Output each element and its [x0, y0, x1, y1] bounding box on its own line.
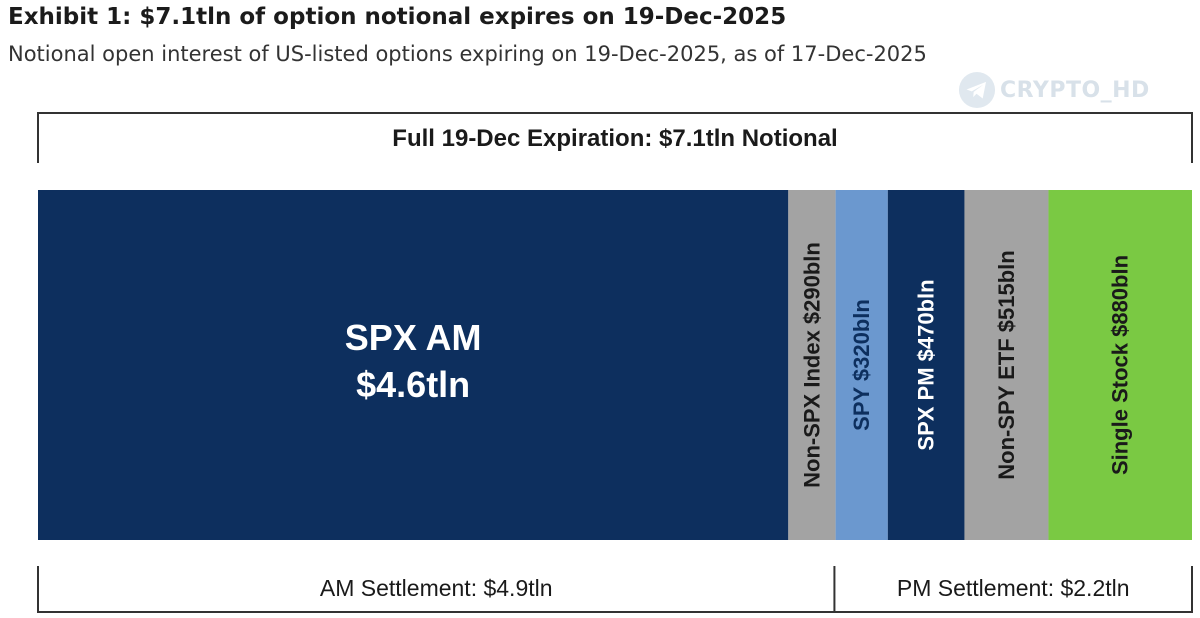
- segment-spy: [835, 190, 888, 540]
- segment-label-non-spx-index: Non-SPX Index $290bln: [799, 242, 824, 488]
- watermark: CRYPTO_HD: [958, 70, 1150, 110]
- chart-subtitle: Notional open interest of US-listed opti…: [8, 42, 927, 66]
- segment-single-stock: [1048, 190, 1192, 540]
- segment-non-spx-index: [788, 190, 836, 540]
- total-bracket: [37, 112, 1193, 163]
- segment-spx-am: [38, 190, 789, 540]
- segment-value-spx-am: $4.6tln: [356, 364, 470, 405]
- segment-label-spy: SPY $320bln: [849, 299, 874, 431]
- pm-settlement-label: PM Settlement: $2.2tln: [897, 575, 1130, 601]
- settlement-bracket: [37, 566, 1193, 613]
- segment-label-single-stock: Single Stock $880bln: [1108, 255, 1133, 475]
- segment-label-spx-am: SPX AM: [345, 317, 482, 358]
- segment-non-spy-etf: [964, 190, 1049, 540]
- chart-title: Exhibit 1: $7.1tln of option notional ex…: [8, 4, 787, 30]
- total-label: Full 19-Dec Expiration: $7.1tln Notional: [392, 125, 837, 152]
- am-settlement-label: AM Settlement: $4.9tln: [320, 575, 553, 601]
- segment-label-spx-pm: SPX PM $470bln: [914, 279, 939, 450]
- segment-spx-pm: [887, 190, 965, 540]
- telegram-icon: [958, 71, 996, 109]
- segment-label-non-spy-etf: Non-SPY ETF $515bln: [994, 250, 1019, 479]
- watermark-text: CRYPTO_HD: [1000, 77, 1150, 103]
